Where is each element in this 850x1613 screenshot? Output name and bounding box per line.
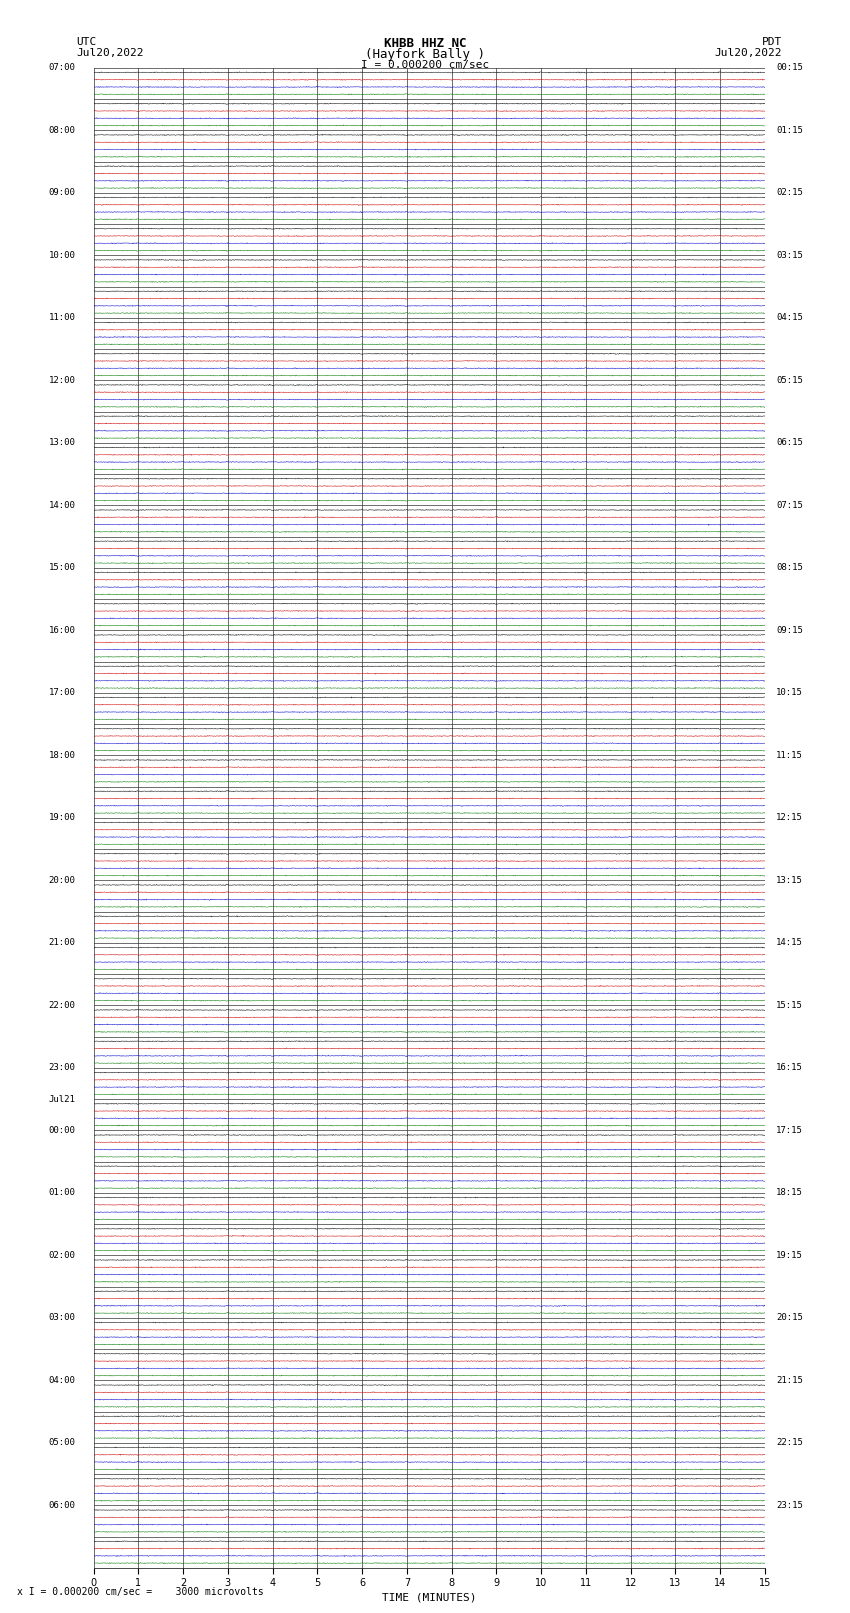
Text: 07:15: 07:15 (776, 500, 803, 510)
Text: 23:00: 23:00 (48, 1063, 76, 1073)
Text: 02:15: 02:15 (776, 189, 803, 197)
Text: 20:00: 20:00 (48, 876, 76, 886)
Text: Jul21: Jul21 (48, 1095, 76, 1103)
Text: 06:00: 06:00 (48, 1500, 76, 1510)
Text: 03:15: 03:15 (776, 250, 803, 260)
Text: 21:00: 21:00 (48, 939, 76, 947)
Text: 09:15: 09:15 (776, 626, 803, 636)
Text: 18:15: 18:15 (776, 1189, 803, 1197)
Text: x I = 0.000200 cm/sec =    3000 microvolts: x I = 0.000200 cm/sec = 3000 microvolts (17, 1587, 264, 1597)
Text: 01:15: 01:15 (776, 126, 803, 135)
Text: 14:00: 14:00 (48, 500, 76, 510)
Text: Jul20,2022: Jul20,2022 (76, 48, 144, 58)
Text: (Hayfork Bally ): (Hayfork Bally ) (365, 48, 485, 61)
Text: 01:00: 01:00 (48, 1189, 76, 1197)
Text: 19:00: 19:00 (48, 813, 76, 823)
Text: 19:15: 19:15 (776, 1250, 803, 1260)
Text: I = 0.000200 cm/sec: I = 0.000200 cm/sec (361, 60, 489, 69)
Text: 15:15: 15:15 (776, 1000, 803, 1010)
Text: 04:15: 04:15 (776, 313, 803, 323)
Text: 21:15: 21:15 (776, 1376, 803, 1386)
Text: UTC: UTC (76, 37, 97, 47)
Text: 09:00: 09:00 (48, 189, 76, 197)
Text: 22:00: 22:00 (48, 1000, 76, 1010)
Text: 08:00: 08:00 (48, 126, 76, 135)
Text: 00:00: 00:00 (48, 1126, 76, 1136)
Text: 03:00: 03:00 (48, 1313, 76, 1323)
Text: 13:15: 13:15 (776, 876, 803, 886)
Text: 12:15: 12:15 (776, 813, 803, 823)
Text: 17:15: 17:15 (776, 1126, 803, 1136)
Text: 00:15: 00:15 (776, 63, 803, 73)
Text: 22:15: 22:15 (776, 1439, 803, 1447)
Text: 10:15: 10:15 (776, 689, 803, 697)
Text: 06:15: 06:15 (776, 439, 803, 447)
Text: 02:00: 02:00 (48, 1250, 76, 1260)
Text: 05:00: 05:00 (48, 1439, 76, 1447)
Text: 11:15: 11:15 (776, 750, 803, 760)
Text: 07:00: 07:00 (48, 63, 76, 73)
X-axis label: TIME (MINUTES): TIME (MINUTES) (382, 1592, 477, 1602)
Text: 23:15: 23:15 (776, 1500, 803, 1510)
Text: Jul20,2022: Jul20,2022 (715, 48, 782, 58)
Text: 15:00: 15:00 (48, 563, 76, 573)
Text: 14:15: 14:15 (776, 939, 803, 947)
Text: 04:00: 04:00 (48, 1376, 76, 1386)
Text: 16:15: 16:15 (776, 1063, 803, 1073)
Text: 18:00: 18:00 (48, 750, 76, 760)
Text: 05:15: 05:15 (776, 376, 803, 386)
Text: KHBB HHZ NC: KHBB HHZ NC (383, 37, 467, 50)
Text: 11:00: 11:00 (48, 313, 76, 323)
Text: 10:00: 10:00 (48, 250, 76, 260)
Text: 08:15: 08:15 (776, 563, 803, 573)
Text: 13:00: 13:00 (48, 439, 76, 447)
Text: 12:00: 12:00 (48, 376, 76, 386)
Text: 20:15: 20:15 (776, 1313, 803, 1323)
Text: PDT: PDT (762, 37, 782, 47)
Text: 17:00: 17:00 (48, 689, 76, 697)
Text: 16:00: 16:00 (48, 626, 76, 636)
